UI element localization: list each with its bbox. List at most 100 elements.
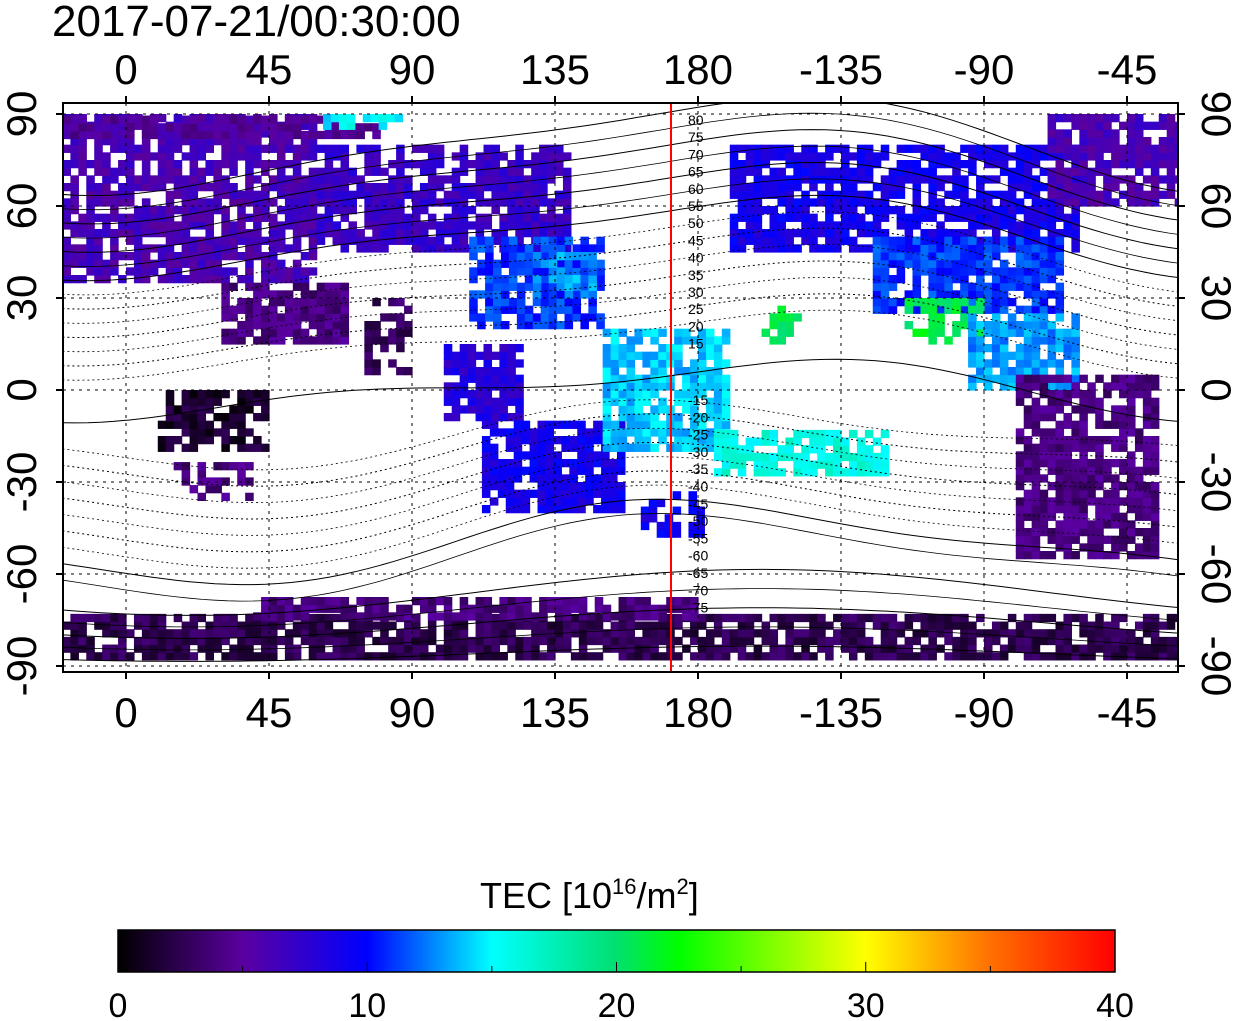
contour-label: 70 <box>688 146 704 162</box>
tec-region-india <box>364 298 413 376</box>
contour-label: -55 <box>688 530 708 546</box>
right-lat-label: 30 <box>1193 275 1235 322</box>
colorbar-ticks: 0 10 20 30 40 <box>109 962 1134 1021</box>
contour-label: 40 <box>688 250 704 266</box>
contour-label: -40 <box>688 479 708 495</box>
right-lat-label: -90 <box>1193 636 1235 697</box>
grid-lines <box>63 103 1178 672</box>
left-lat-label: 60 <box>0 183 45 230</box>
tec-region-se-asia <box>443 344 524 422</box>
contour-label: -70 <box>688 582 708 598</box>
tec-region-south-pacific <box>713 429 890 477</box>
tec-region-north-asia <box>316 144 572 253</box>
tec-region-greenland <box>1047 114 1178 207</box>
tec-region-antarctic-edge <box>253 597 699 621</box>
contour-line <box>63 145 1178 239</box>
magnetic-latitude-contours <box>63 103 1178 662</box>
contour-line <box>63 112 1178 211</box>
colorbar-title: TEC [1016/m2] <box>480 874 699 916</box>
contour-label: -65 <box>688 565 708 581</box>
left-lat-label: 0 <box>0 378 45 401</box>
contour-label: -25 <box>688 427 708 443</box>
contour-line <box>63 484 1178 569</box>
tec-region-caribbean <box>968 313 1080 391</box>
left-lat-label: 90 <box>0 91 45 138</box>
colorbar-unit: /m <box>637 875 677 916</box>
tec-data-layer <box>63 114 1178 661</box>
contour-line <box>63 498 1178 586</box>
contour-label: -60 <box>688 548 708 564</box>
contour-label: -45 <box>688 496 708 512</box>
contour-label: 60 <box>688 181 704 197</box>
colorbar-tick-label: 40 <box>1096 987 1134 1021</box>
tec-region-east-asia <box>469 236 605 330</box>
colorbar-tick-label: 20 <box>598 987 636 1021</box>
contour-label: 55 <box>688 198 704 214</box>
colorbar-label: TEC [10 <box>480 875 612 916</box>
top-lon-label: 0 <box>114 46 137 93</box>
colorbar-exp2: 2 <box>677 874 689 899</box>
right-lat-label: 90 <box>1193 91 1235 138</box>
colorbar-exp: 16 <box>612 874 636 899</box>
contour-label: -50 <box>688 513 708 529</box>
contour-line <box>63 470 1178 553</box>
plot-frame <box>62 102 1179 673</box>
contour-line <box>63 129 1178 225</box>
contour-label: 35 <box>688 267 704 283</box>
contour-line <box>63 211 1178 296</box>
left-lat-label: 30 <box>0 275 45 322</box>
contour-line <box>63 358 1178 424</box>
tec-region-arctic-cyan <box>323 114 404 130</box>
contour-label: -30 <box>688 444 708 460</box>
tec-region-central-africa <box>157 390 270 452</box>
contour-line <box>63 260 1178 338</box>
tec-region-hawaii <box>761 305 802 345</box>
bottom-lon-label: -135 <box>799 689 883 736</box>
contour-line <box>63 178 1178 267</box>
contour-label: -75 <box>688 600 708 616</box>
right-lat-label: -30 <box>1193 452 1235 513</box>
top-lon-label: -135 <box>799 46 883 93</box>
contour-label: 75 <box>688 129 704 145</box>
contour-line <box>63 194 1178 282</box>
contour-label: 15 <box>688 336 704 352</box>
top-lon-label: -45 <box>1097 46 1158 93</box>
right-lat-label: 0 <box>1193 378 1235 401</box>
contour-label: 45 <box>688 232 704 248</box>
contour-label: -20 <box>688 409 708 425</box>
contour-line <box>63 456 1178 536</box>
contour-line <box>63 568 1178 616</box>
contour-line <box>63 442 1178 520</box>
top-lon-label: 45 <box>246 46 293 93</box>
contour-line <box>63 103 1178 196</box>
colorbar-tick-label: 0 <box>109 987 128 1021</box>
top-lon-label: -90 <box>954 46 1015 93</box>
contour-line <box>63 588 1178 628</box>
contour-label: 50 <box>688 215 704 231</box>
bottom-lon-label: -90 <box>954 689 1015 736</box>
left-lat-label: -30 <box>0 452 45 513</box>
tec-region-usa <box>872 236 1065 314</box>
bottom-lon-label: 0 <box>114 689 137 736</box>
contour-line <box>63 513 1178 602</box>
svg-text:TEC [1016/m2]: TEC [1016/m2] <box>480 874 699 916</box>
top-lon-label: 135 <box>520 46 590 93</box>
contour-line <box>63 645 1178 662</box>
contour-label: 20 <box>688 318 704 334</box>
contour-label: 80 <box>688 112 704 128</box>
contour-line <box>63 607 1178 639</box>
contour-label: -15 <box>688 392 708 408</box>
contour-label: 25 <box>688 301 704 317</box>
tec-region-japan <box>532 252 597 299</box>
axes: 0045459090135135180180-135-135-90-90-45-… <box>0 46 1235 736</box>
right-lat-label: -60 <box>1193 544 1235 605</box>
contour-line <box>63 626 1178 651</box>
bottom-lon-label: 180 <box>663 689 733 736</box>
map-title: 2017-07-21/00:30:00 <box>52 0 461 46</box>
bottom-lon-label: 90 <box>389 689 436 736</box>
bottom-lon-label: 135 <box>520 689 590 736</box>
contour-line <box>63 227 1178 310</box>
top-lon-label: 180 <box>663 46 733 93</box>
